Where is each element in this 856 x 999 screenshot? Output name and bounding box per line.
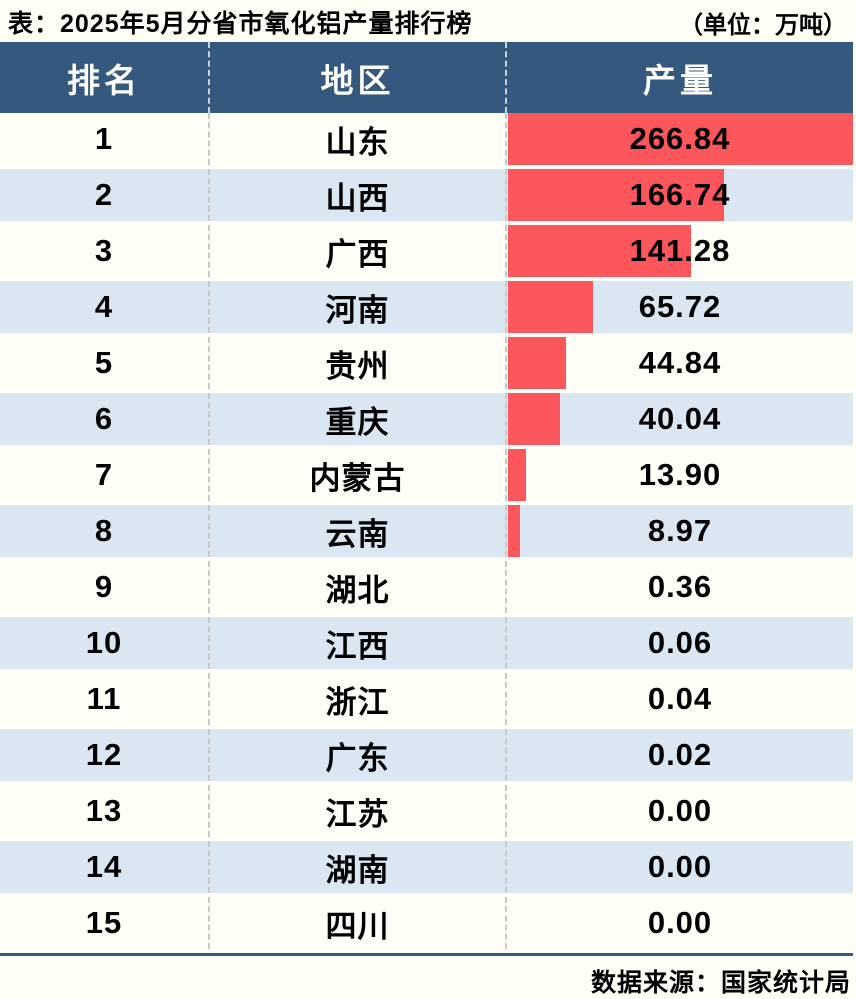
value-cell: 0.36 — [647, 569, 713, 604]
table-row: 2 山西 166.74 — [0, 169, 853, 221]
rank-cell: 12 — [0, 729, 210, 781]
rank-cell: 2 — [0, 169, 210, 221]
value-cell: 0.00 — [647, 905, 713, 940]
value-bar — [508, 337, 566, 389]
table-header-row: 排名 地区 产量 — [0, 42, 853, 113]
rank-cell: 5 — [0, 337, 210, 389]
value-cell: 40.04 — [638, 401, 722, 436]
rank-cell: 13 — [0, 785, 210, 837]
value-cell: 0.06 — [647, 625, 713, 660]
value-cell: 8.97 — [647, 513, 713, 548]
rank-cell: 15 — [0, 897, 210, 949]
rank-cell: 6 — [0, 393, 210, 445]
rank-cell: 3 — [0, 225, 210, 277]
table-row: 1 山东 266.84 — [0, 113, 853, 165]
table-row: 5 贵州 44.84 — [0, 337, 853, 389]
rank-cell: 1 — [0, 113, 210, 165]
unit-label: （单位：万吨） — [679, 11, 847, 39]
table-row: 14 湖南 0.00 — [0, 841, 853, 893]
region-cell: 四川 — [210, 897, 507, 949]
table-row: 15 四川 0.00 — [0, 897, 853, 949]
table-row: 10 江西 0.06 — [0, 617, 853, 669]
page-title: 表：2025年5月分省市氧化铝产量排行榜 — [8, 10, 473, 38]
region-cell: 河南 — [210, 281, 507, 333]
region-cell: 广东 — [210, 729, 507, 781]
table-row: 3 广西 141.28 — [0, 225, 853, 277]
table-row: 13 江苏 0.00 — [0, 785, 853, 837]
data-source: 数据来源：国家统计局 — [590, 969, 851, 997]
rank-cell: 9 — [0, 561, 210, 613]
value-bar — [508, 113, 853, 165]
value-bar — [508, 393, 560, 445]
value-cell: 65.72 — [638, 289, 722, 324]
region-cell: 湖北 — [210, 561, 507, 613]
column-header-region: 地区 — [210, 42, 507, 113]
column-header-rank: 排名 — [0, 42, 210, 113]
rank-cell: 14 — [0, 841, 210, 893]
value-cell: 266.84 — [629, 121, 731, 156]
region-cell: 山西 — [210, 169, 507, 221]
table-row: 12 广东 0.02 — [0, 729, 853, 781]
value-bar — [508, 449, 526, 501]
region-cell: 江西 — [210, 617, 507, 669]
value-cell: 141.28 — [629, 233, 731, 268]
region-cell: 云南 — [210, 505, 507, 557]
footer-divider — [0, 953, 853, 956]
table-row: 11 浙江 0.04 — [0, 673, 853, 725]
rank-cell: 10 — [0, 617, 210, 669]
rank-cell: 8 — [0, 505, 210, 557]
column-header-output: 产量 — [643, 61, 717, 99]
value-cell: 44.84 — [638, 345, 722, 380]
value-cell: 0.00 — [647, 793, 713, 828]
rank-cell: 4 — [0, 281, 210, 333]
value-bar — [508, 281, 593, 333]
table-row: 6 重庆 40.04 — [0, 393, 853, 445]
region-cell: 浙江 — [210, 673, 507, 725]
value-cell: 0.00 — [647, 849, 713, 884]
value-cell: 0.04 — [647, 681, 713, 716]
value-bar — [508, 225, 691, 277]
title-bar: 表：2025年5月分省市氧化铝产量排行榜 （单位：万吨） — [0, 0, 853, 42]
rank-cell: 11 — [0, 673, 210, 725]
region-cell: 山东 — [210, 113, 507, 165]
value-cell: 13.90 — [638, 457, 722, 492]
table-body: 1 山东 266.84 2 山西 166.74 3 广西 141.28 4 河南 65.72 5 贵州 44… — [0, 113, 853, 949]
table-row: 7 内蒙古 13.90 — [0, 449, 853, 501]
value-bar — [508, 169, 724, 221]
value-cell: 166.74 — [629, 177, 731, 212]
region-cell: 贵州 — [210, 337, 507, 389]
region-cell: 重庆 — [210, 393, 507, 445]
value-cell: 0.02 — [647, 737, 713, 772]
region-cell: 江苏 — [210, 785, 507, 837]
rank-cell: 7 — [0, 449, 210, 501]
table-row: 9 湖北 0.36 — [0, 561, 853, 613]
value-bar — [508, 505, 520, 557]
table-row: 8 云南 8.97 — [0, 505, 853, 557]
region-cell: 广西 — [210, 225, 507, 277]
region-cell: 湖南 — [210, 841, 507, 893]
region-cell: 内蒙古 — [210, 449, 507, 501]
table-row: 4 河南 65.72 — [0, 281, 853, 333]
